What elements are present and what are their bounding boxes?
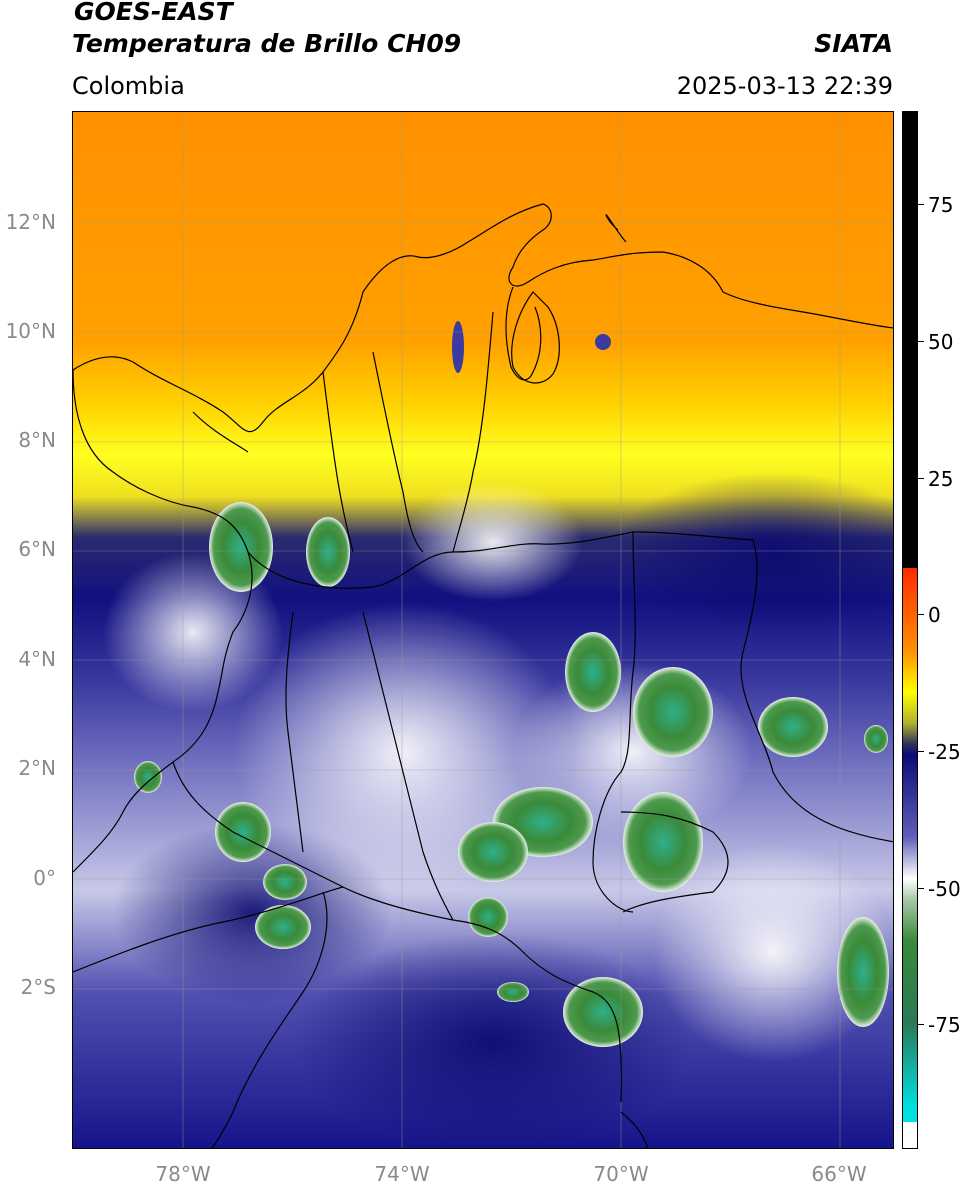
- satellite-map: [72, 111, 894, 1149]
- lat-label-2n: 2°N: [18, 756, 56, 780]
- colorbar-tick: [918, 751, 924, 752]
- colorbar-label-minus75: -75: [928, 1013, 961, 1037]
- map-image: [73, 112, 893, 1148]
- colorbar-label-minus25: -25: [928, 740, 961, 764]
- product-title: Temperatura de Brillo CH09: [72, 29, 462, 58]
- colorbar-label-minus50: -50: [928, 877, 961, 901]
- lon-label-74w: 74°W: [374, 1162, 430, 1186]
- lon-label-70w: 70°W: [593, 1162, 649, 1186]
- colorbar-tick: [918, 1024, 924, 1025]
- lat-label-8n: 8°N: [18, 428, 56, 452]
- colorbar-label-75: 75: [928, 193, 954, 217]
- temperature-colorbar: [902, 111, 918, 1149]
- lon-label-66w: 66°W: [811, 1162, 867, 1186]
- colorbar-tick: [918, 478, 924, 479]
- satellite-title: GOES-EAST: [74, 0, 233, 26]
- colorbar-label-50: 50: [928, 330, 954, 354]
- region-label: Colombia: [72, 72, 185, 100]
- lat-label-12n: 12°N: [5, 210, 56, 234]
- colorbar-tick: [918, 888, 924, 889]
- lat-label-6n: 6°N: [18, 537, 56, 561]
- lat-label-0: 0°: [33, 866, 56, 890]
- colorbar-label-25: 25: [928, 467, 954, 491]
- lat-label-2s: 2°S: [20, 975, 56, 999]
- colorbar-tick: [918, 341, 924, 342]
- timestamp-label: 2025-03-13 22:39: [676, 72, 893, 100]
- colorbar-tick: [918, 204, 924, 205]
- lat-label-4n: 4°N: [18, 647, 56, 671]
- colorbar-tick: [918, 614, 924, 615]
- colorbar-label-0: 0: [928, 603, 941, 627]
- agency-label: SIATA: [814, 29, 893, 58]
- lon-label-78w: 78°W: [155, 1162, 211, 1186]
- lat-label-10n: 10°N: [5, 319, 56, 343]
